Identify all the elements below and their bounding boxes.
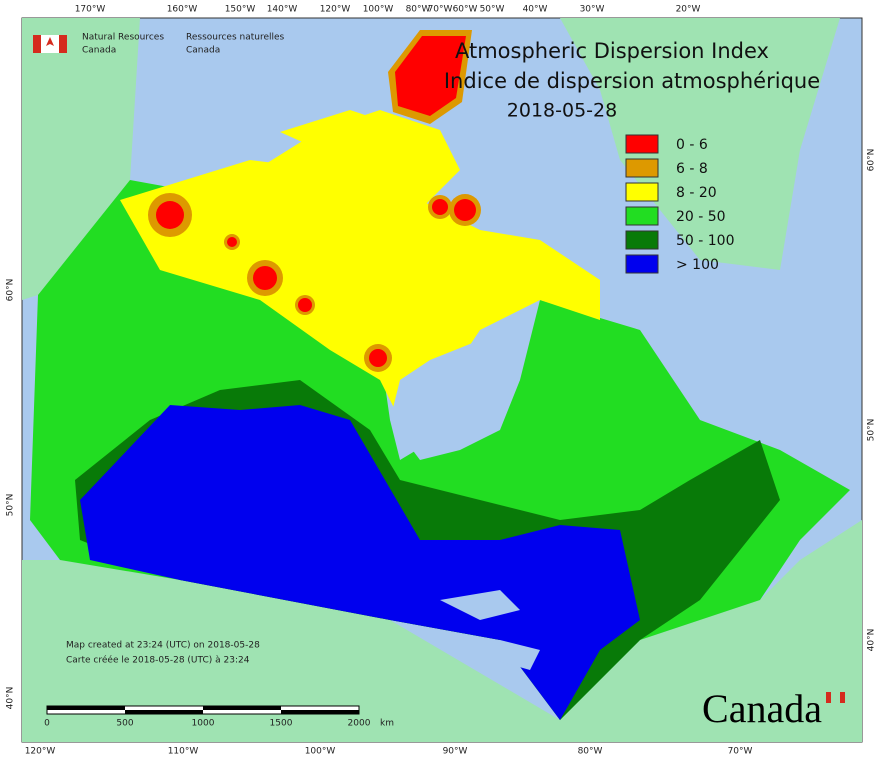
title-fr: Indice de dispersion atmosphérique — [444, 69, 820, 93]
agency: Natural Resources Canada Ressources natu… — [33, 33, 285, 56]
legend: 0 - 6 6 - 8 8 - 20 20 - 50 50 - 100 > 100 — [625, 134, 735, 274]
graticule-label: 20°W — [676, 5, 701, 15]
scale-label: 1000 — [192, 719, 215, 729]
legend-label: 8 - 20 — [676, 185, 717, 201]
scale-label: 2000 — [348, 719, 371, 729]
legend-swatch — [625, 158, 659, 178]
graticule-label: 70°W — [428, 5, 453, 15]
graticule-label: 60°W — [453, 5, 478, 15]
legend-label: 0 - 6 — [676, 137, 708, 153]
spot-0-6 — [432, 199, 448, 215]
ellesmere-0-6 — [395, 36, 466, 116]
credit: Carte créée le 2018-05-28 (UTC) à 23:24 — [66, 655, 250, 666]
spot-0-6 — [253, 266, 277, 290]
graticule-label: 90°W — [443, 747, 468, 757]
graticule-label: 70°W — [728, 747, 753, 757]
graticule-label: 120°W — [25, 747, 56, 757]
arctic-islands — [280, 110, 380, 150]
scale-label: 500 — [116, 719, 133, 729]
legend-swatch — [625, 134, 659, 154]
legend-label: > 100 — [676, 257, 719, 273]
legend-label: 6 - 8 — [676, 161, 708, 177]
legend-swatch — [625, 206, 659, 226]
arctic-islands — [240, 110, 460, 210]
spot-0-6 — [298, 298, 312, 312]
great-lakes — [440, 590, 540, 670]
graticule-label: 40°W — [523, 5, 548, 15]
graticule-label: 50°N — [867, 419, 877, 442]
flag-bar — [33, 35, 41, 53]
legend-label: 50 - 100 — [676, 233, 735, 249]
spot-0-6 — [369, 349, 387, 367]
scale-unit: km — [380, 719, 394, 729]
agency-en: Canada — [82, 46, 116, 56]
graticule-label: 170°W — [75, 5, 106, 15]
graticule-label: 80°W — [578, 747, 603, 757]
alaska-land — [22, 18, 140, 300]
greenland-land — [560, 18, 840, 270]
graticule-label: 60°N — [6, 279, 16, 302]
region-over-100 — [80, 405, 640, 720]
graticule-label: 100°W — [363, 5, 394, 15]
flag-bar — [826, 692, 831, 703]
graticule-label: 30°W — [580, 5, 605, 15]
flag-bar — [59, 35, 67, 53]
scale-segment — [47, 706, 125, 710]
spot-0-6 — [227, 237, 237, 247]
legend-swatch — [625, 254, 659, 274]
scale-segment — [203, 706, 281, 710]
graticule-label: 110°W — [168, 747, 199, 757]
usa-land — [22, 520, 862, 742]
legend-swatch — [625, 182, 659, 202]
title-en: Atmospheric Dispersion Index — [455, 39, 769, 63]
graticule-label: 40°N — [6, 687, 16, 710]
agency-en: Natural Resources — [82, 33, 164, 43]
agency-fr: Ressources naturelles — [186, 33, 285, 43]
scale-label: 0 — [44, 719, 50, 729]
title-date: 2018-05-28 — [507, 100, 617, 122]
hudson-bay — [390, 340, 520, 460]
graticule-label: 50°W — [480, 5, 505, 15]
credit: Map created at 23:24 (UTC) on 2018-05-28 — [66, 641, 260, 651]
scale-segment — [281, 710, 359, 714]
flag-bar — [840, 692, 845, 703]
spot-0-6 — [156, 201, 184, 229]
graticule-label: 80°W — [406, 5, 431, 15]
graticule-label: 140°W — [267, 5, 298, 15]
scale-bar: 0 500 1000 1500 2000 km — [44, 705, 394, 729]
graticule-label: 160°W — [167, 5, 198, 15]
graticule-label: 40°N — [867, 629, 877, 652]
legend-swatch — [625, 230, 659, 250]
wordmark: Canada — [702, 686, 822, 731]
graticule-label: 100°W — [305, 747, 336, 757]
spot-0-6 — [454, 199, 476, 221]
graticule-label: 120°W — [320, 5, 351, 15]
scale-segment — [125, 710, 203, 714]
legend-label: 20 - 50 — [676, 209, 726, 225]
maple-leaf — [46, 37, 54, 46]
graticule-label: 150°W — [225, 5, 256, 15]
scale-label: 1500 — [270, 719, 293, 729]
graticule-label: 50°N — [6, 494, 16, 517]
graticule-label: 60°N — [867, 149, 877, 172]
agency-fr: Canada — [186, 46, 220, 56]
region-8-20 — [120, 160, 600, 420]
